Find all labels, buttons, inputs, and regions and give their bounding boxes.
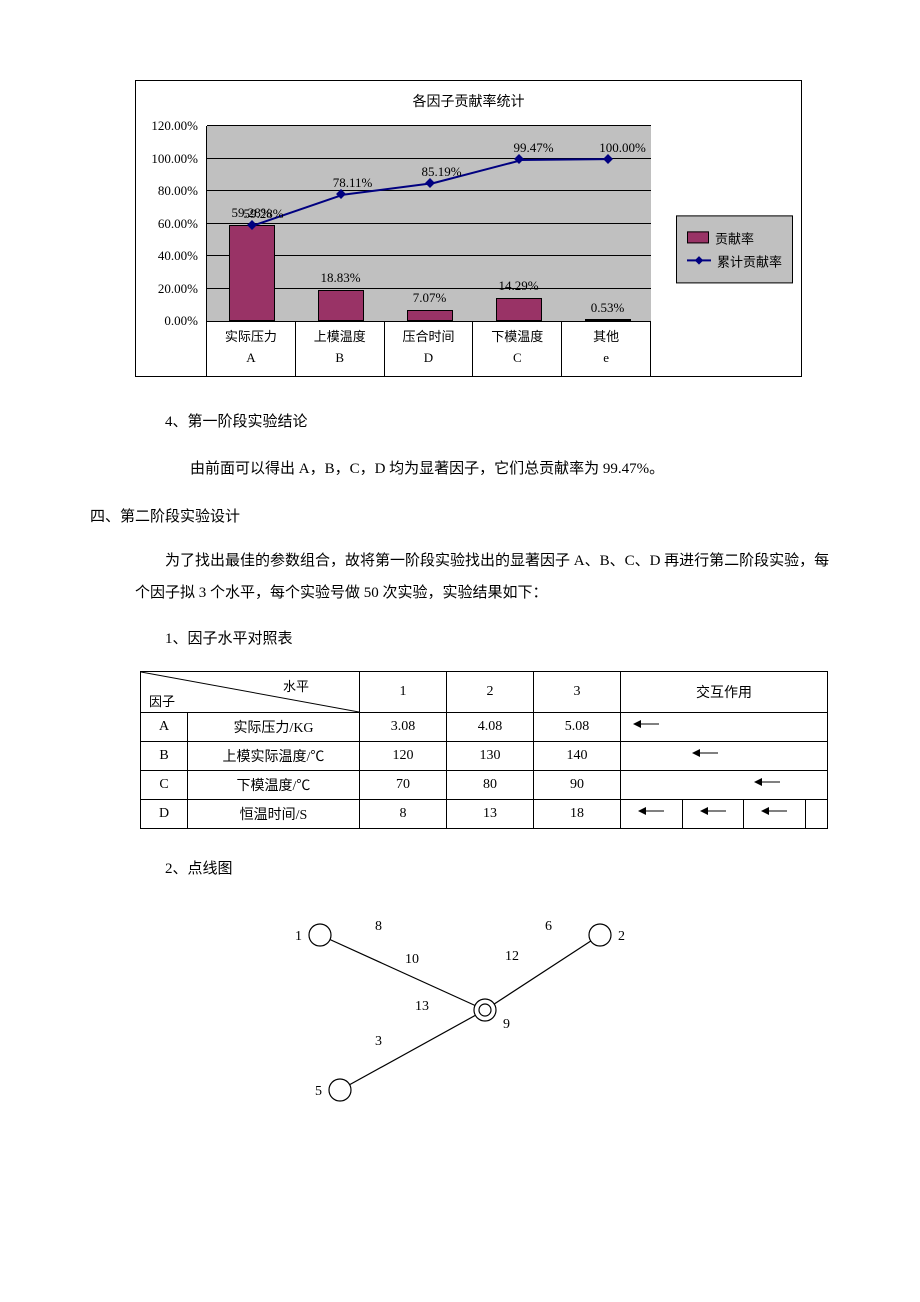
bar-value-label: 18.83% [320, 270, 360, 286]
y-tick: 80.00% [158, 183, 198, 199]
bar-value-label: 14.29% [498, 278, 538, 294]
bar-value-label: 0.53% [591, 300, 625, 316]
y-tick: 60.00% [158, 216, 198, 232]
cell: 18 [534, 799, 621, 828]
line-value-label: 59.28% [243, 205, 283, 221]
diagonal-header-cell: 因子 水平 [141, 671, 360, 712]
cell: 13 [447, 799, 534, 828]
point-line-diagram: 1295810126133 [280, 905, 640, 1105]
table-row: A实际压力/KG3.084.085.08 [141, 712, 828, 741]
svg-text:13: 13 [415, 999, 429, 1014]
line-value-label: 99.47% [513, 140, 553, 156]
section-heading-stage2: 四、第二阶段实验设计 [90, 505, 830, 526]
y-tick: 100.00% [151, 151, 198, 167]
row-name: 实际压力/KG [188, 712, 360, 741]
chart-body: 0.00% 20.00% 40.00% 60.00% 80.00% 100.00% 120.… [136, 116, 801, 376]
legend-label-line: 累计贡献率 [717, 251, 782, 270]
row-id: B [141, 741, 188, 770]
col-header-interaction: 交互作用 [621, 671, 828, 712]
x-category: 压合时间D [384, 321, 473, 376]
x-category: 上模温度B [295, 321, 384, 376]
svg-text:12: 12 [505, 949, 519, 964]
factor-level-table: 因子 水平 1 2 3 交互作用 A实际压力/KG3.084.085.08B上模… [140, 671, 828, 829]
svg-text:1: 1 [295, 929, 302, 944]
y-tick: 120.00% [151, 118, 198, 134]
stage1-conclusion-heading: 4、第一阶段实验结论 [135, 407, 830, 439]
diag-label-factor: 因子 [149, 691, 175, 710]
x-category-top: 上模温度 [296, 327, 384, 348]
x-category-top: 压合时间 [385, 327, 473, 348]
row-id: A [141, 712, 188, 741]
factor-table-heading: 1、因子水平对照表 [135, 624, 830, 656]
stage1-conclusion-body: 由前面可以得出 A，B，C，D 均为显著因子，它们总贡献率为 99.47%。 [160, 454, 830, 486]
x-category-bottom: e [562, 348, 650, 369]
bar [318, 290, 364, 321]
x-category-bottom: A [207, 348, 295, 369]
cell: 80 [447, 770, 534, 799]
row-name: 上模实际温度/℃ [188, 741, 360, 770]
row-id: C [141, 770, 188, 799]
col-header-1: 1 [360, 671, 447, 712]
legend-swatch-line [687, 259, 711, 261]
table-row: D恒温时间/S81318 [141, 799, 828, 828]
y-tick: 0.00% [164, 313, 198, 329]
x-category: 实际压力A [206, 321, 295, 376]
cell: 90 [534, 770, 621, 799]
col-header-2: 2 [447, 671, 534, 712]
diag-label-level: 水平 [283, 676, 309, 695]
legend-item-bars: 贡献率 [687, 228, 782, 247]
svg-text:5: 5 [315, 1084, 322, 1099]
diagram-svg: 1295810126133 [280, 905, 640, 1105]
cell: 8 [360, 799, 447, 828]
svg-text:10: 10 [405, 952, 419, 967]
stage2-intro: 为了找出最佳的参数组合，故将第一阶段实验找出的显著因子 A、B、C、D 再进行第… [135, 546, 830, 609]
cell: 120 [360, 741, 447, 770]
legend-item-line: 累计贡献率 [687, 251, 782, 270]
x-category: 下模温度C [472, 321, 561, 376]
line-value-label: 100.00% [599, 139, 646, 155]
svg-text:8: 8 [375, 919, 382, 934]
x-category-top: 下模温度 [473, 327, 561, 348]
line-value-label: 78.11% [333, 175, 373, 191]
row-name: 下模温度/℃ [188, 770, 360, 799]
x-axis: 实际压力A上模温度B压合时间D下模温度C其他e [206, 321, 651, 376]
x-category-bottom: D [385, 348, 473, 369]
svg-text:6: 6 [545, 919, 552, 934]
svg-text:2: 2 [618, 929, 625, 944]
cell: 140 [534, 741, 621, 770]
pareto-chart: 各因子贡献率统计 0.00% 20.00% 40.00% 60.00% 80.00% 10… [135, 80, 802, 377]
line-value-label: 85.19% [421, 163, 461, 179]
bar [407, 310, 453, 321]
svg-text:9: 9 [503, 1017, 510, 1032]
table-row: B上模实际温度/℃120130140 [141, 741, 828, 770]
x-category-top: 其他 [562, 327, 650, 348]
svg-text:3: 3 [375, 1034, 382, 1049]
y-axis: 0.00% 20.00% 40.00% 60.00% 80.00% 100.00% 120.… [136, 116, 206, 376]
row-id: D [141, 799, 188, 828]
cell: 4.08 [447, 712, 534, 741]
col-header-3: 3 [534, 671, 621, 712]
x-category-top: 实际压力 [207, 327, 295, 348]
x-category: 其他e [561, 321, 651, 376]
bar [496, 298, 542, 321]
chart-legend: 贡献率 累计贡献率 [676, 215, 793, 283]
row-name: 恒温时间/S [188, 799, 360, 828]
x-category-bottom: B [296, 348, 384, 369]
x-category-bottom: C [473, 348, 561, 369]
cell: 70 [360, 770, 447, 799]
legend-label-bars: 贡献率 [715, 228, 754, 247]
bar [229, 225, 275, 321]
y-tick: 20.00% [158, 281, 198, 297]
diagram-heading: 2、点线图 [135, 854, 830, 886]
y-tick: 40.00% [158, 248, 198, 264]
bar-value-label: 7.07% [413, 290, 447, 306]
chart-title: 各因子贡献率统计 [136, 81, 801, 116]
cell: 5.08 [534, 712, 621, 741]
legend-swatch-bars [687, 231, 709, 243]
cell: 130 [447, 741, 534, 770]
plot-area: 59.28%18.83%7.07%14.29%0.53%59.28%78.11%… [206, 126, 651, 322]
table-row: C下模温度/℃708090 [141, 770, 828, 799]
cell: 3.08 [360, 712, 447, 741]
table-header-row: 因子 水平 1 2 3 交互作用 [141, 671, 828, 712]
